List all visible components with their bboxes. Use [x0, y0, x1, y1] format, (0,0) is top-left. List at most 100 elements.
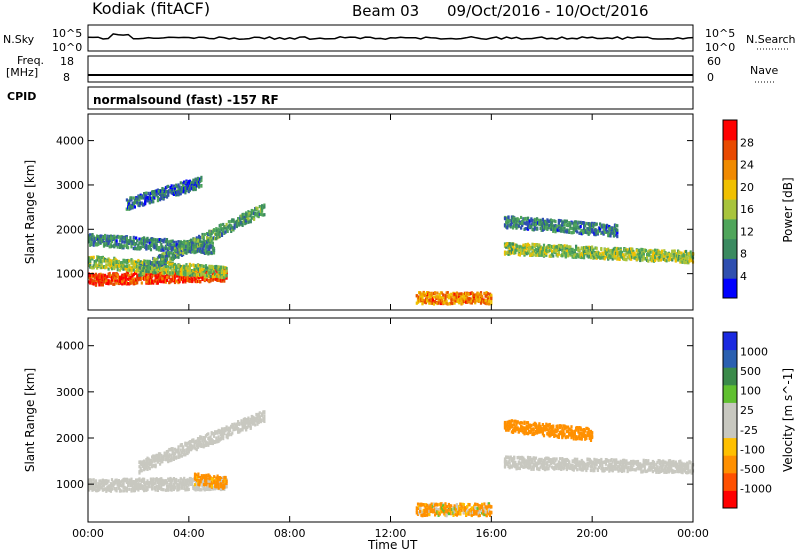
velocity-cell — [159, 481, 162, 485]
power-cell — [92, 235, 95, 239]
velocity-cell — [234, 423, 237, 427]
power-cell — [230, 229, 233, 233]
power-cell — [540, 252, 543, 256]
power-cell — [157, 265, 161, 269]
power-cell — [607, 256, 610, 260]
power-cell — [108, 274, 111, 278]
power-cell — [203, 269, 206, 273]
power-cell — [243, 217, 246, 221]
power-cell — [207, 250, 210, 254]
power-cell — [518, 253, 521, 257]
power-cell — [93, 260, 96, 264]
power-cell — [579, 220, 582, 224]
velocity-cell — [159, 477, 162, 481]
power-cell — [188, 247, 191, 251]
power-cell — [553, 227, 556, 232]
power-cell — [556, 228, 559, 232]
power-cell — [144, 267, 147, 271]
velocity-cell — [242, 417, 245, 422]
power-cell — [617, 247, 620, 251]
velocity-cell — [92, 485, 95, 489]
velocity-scatter-cells — [88, 410, 695, 518]
power-cell — [544, 219, 547, 223]
power-cell — [180, 269, 183, 274]
power-cell — [91, 266, 94, 270]
power-cell — [512, 242, 515, 246]
power-cell — [419, 299, 422, 303]
power-cell — [591, 251, 594, 255]
power-cell — [163, 267, 166, 271]
power-cell — [657, 258, 660, 262]
power-cell — [578, 221, 581, 225]
velocity-cell — [146, 464, 149, 468]
power-cell — [241, 221, 244, 225]
power-cell — [144, 243, 147, 247]
power-cell — [136, 274, 139, 278]
power-cell — [632, 249, 635, 254]
power-cell — [160, 260, 163, 264]
power-cell — [98, 283, 101, 287]
power-cell — [93, 236, 96, 241]
power-cell — [599, 228, 602, 232]
power-cell — [94, 283, 98, 287]
power-cell — [542, 253, 546, 257]
power-cell — [198, 185, 201, 189]
velocity-cell — [179, 448, 182, 452]
power-cell — [242, 219, 245, 223]
velocity-cell — [215, 440, 218, 444]
velocity-cell — [157, 455, 161, 459]
power-cell — [583, 221, 586, 225]
power-cell — [140, 276, 143, 280]
power-cell — [175, 269, 178, 273]
power-cell — [180, 246, 183, 250]
nsky-label: N.Sky — [3, 33, 35, 46]
power-cell — [147, 191, 150, 195]
power-cell — [220, 275, 224, 280]
velocity-cell — [164, 457, 167, 461]
velocity-cell — [160, 479, 163, 483]
power-cell — [191, 279, 194, 283]
power-cell — [660, 249, 664, 253]
velocity-cell — [186, 451, 189, 456]
velocity-cell — [138, 465, 141, 469]
power-cell — [135, 242, 138, 246]
velocity-cell — [233, 422, 236, 426]
power-cell — [168, 240, 171, 244]
velocity-cell — [91, 488, 94, 492]
power-cell — [563, 226, 566, 230]
power-cell — [552, 245, 555, 249]
velocity-cell — [195, 439, 198, 443]
velocity-cell — [183, 486, 186, 490]
power-cell — [648, 253, 651, 257]
power-cell — [200, 175, 203, 179]
velocity-cell — [161, 480, 164, 484]
velocity-cell — [241, 424, 244, 428]
power-cell — [191, 187, 194, 191]
power-cell — [123, 260, 126, 264]
power-cell — [510, 219, 513, 223]
power-cell — [628, 254, 631, 258]
power-cell — [159, 255, 162, 259]
power-cell — [532, 223, 535, 227]
power-cell — [170, 184, 173, 188]
power-cell — [182, 251, 185, 255]
power-cell — [635, 249, 638, 253]
power-cell — [486, 292, 489, 296]
power-cell — [145, 269, 148, 273]
power-cell — [116, 235, 119, 239]
velocity-cell — [202, 441, 205, 445]
power-cell — [560, 253, 563, 258]
velocity-cell — [144, 467, 147, 471]
power-cell — [136, 239, 139, 243]
velocity-cell — [208, 487, 211, 492]
power-cell — [510, 221, 513, 225]
power-cell — [172, 192, 175, 196]
power-cell — [261, 213, 264, 217]
power-cell — [466, 295, 469, 300]
power-cell — [683, 250, 686, 254]
velocity-cell — [231, 431, 234, 435]
power-cell — [118, 279, 122, 284]
power-cell — [153, 243, 156, 247]
